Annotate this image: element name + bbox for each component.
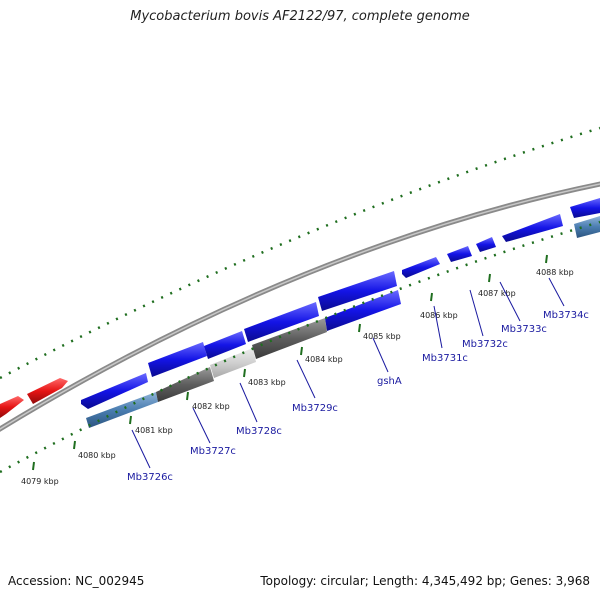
gene-feature[interactable] [476, 237, 496, 252]
gene-leader-lines [131, 277, 565, 469]
tick-label: 4082 kbp [192, 402, 230, 411]
tick-label: 4083 kbp [248, 378, 286, 387]
gene-feature[interactable] [570, 198, 600, 218]
tick-label: 4085 kbp [363, 332, 401, 341]
major-ticks [32, 254, 548, 471]
gene-feature[interactable] [402, 257, 440, 278]
gene-feature[interactable] [502, 214, 563, 242]
gene-feature[interactable] [318, 271, 397, 311]
gene-feature[interactable] [86, 392, 158, 428]
gene-label[interactable]: Mb3734c [543, 310, 589, 321]
genome-stats-text: Topology: circular; Length: 4,345,492 bp… [260, 574, 590, 588]
tick-label: 4080 kbp [78, 451, 116, 460]
gene-label[interactable]: Mb3728c [236, 426, 282, 437]
gene-feature[interactable] [204, 331, 246, 359]
outer-tick-ring [0, 126, 600, 380]
gene-label[interactable]: Mb3733c [501, 324, 547, 335]
gene-feature[interactable] [81, 373, 148, 409]
tick-labels: 4079 kbp 4080 kbp 4081 kbp 4082 kbp 4083… [21, 268, 574, 486]
tick-label: 4088 kbp [536, 268, 574, 277]
gene-labels: Mb3726c Mb3727c Mb3728c Mb3729c gshA Mb3… [127, 310, 589, 483]
gene-feature[interactable] [252, 318, 327, 359]
gene-feature[interactable] [574, 216, 600, 238]
gene-label[interactable]: Mb3726c [127, 472, 173, 483]
tick-label: 4086 kbp [420, 311, 458, 320]
gene-feature[interactable] [244, 302, 319, 342]
second-track [86, 216, 600, 428]
gene-feature[interactable] [27, 378, 68, 404]
gene-feature[interactable] [0, 396, 24, 418]
accession-text: Accession: NC_002945 [8, 574, 145, 588]
gene-label[interactable]: Mb3732c [462, 339, 508, 350]
gene-feature[interactable] [447, 246, 472, 262]
tick-label: 4079 kbp [21, 477, 59, 486]
gene-feature[interactable] [210, 348, 256, 378]
gene-label[interactable]: Mb3727c [190, 446, 236, 457]
tick-label: 4081 kbp [135, 426, 173, 435]
gene-label[interactable]: gshA [377, 376, 402, 387]
map-title: Mycobacterium bovis AF2122/97, complete … [130, 9, 470, 24]
tick-label: 4084 kbp [305, 355, 343, 364]
gene-feature[interactable] [156, 367, 214, 402]
gene-label[interactable]: Mb3729c [292, 403, 338, 414]
gene-label[interactable]: Mb3731c [422, 353, 468, 364]
tick-label: 4087 kbp [478, 289, 516, 298]
backbone [0, 181, 600, 432]
gene-feature[interactable] [325, 290, 401, 331]
forward-strand-genes [0, 198, 600, 418]
inner-tick-ring [0, 220, 600, 474]
gene-feature[interactable] [148, 342, 207, 377]
